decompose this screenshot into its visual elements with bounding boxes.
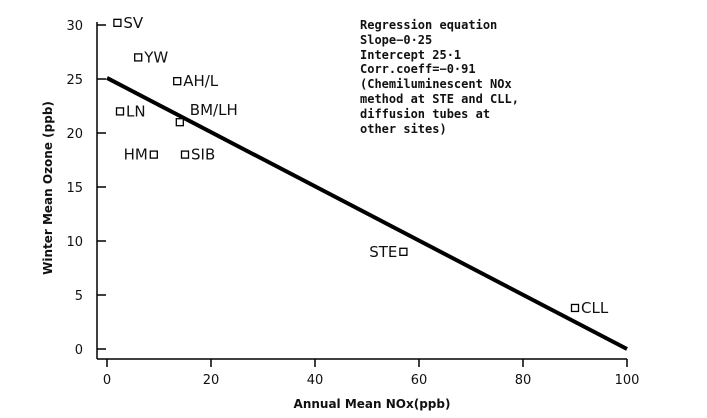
annotation-line: method at STE and CLL, — [360, 91, 519, 106]
point-label: AH/L — [183, 72, 219, 90]
regression-annotation: Regression equation Slope−0·25 Intercept… — [360, 18, 590, 136]
y-tick-label: 0 — [75, 343, 83, 358]
x-tick-label: 20 — [203, 373, 220, 388]
point-marker — [175, 118, 184, 127]
y-tick-label: 15 — [66, 181, 83, 196]
y-axis-ticks: 0 5 10 15 20 25 30 — [66, 19, 106, 358]
x-tick-label: 40 — [307, 373, 324, 388]
x-axis-ticks: 0 20 40 60 80 100 — [103, 359, 640, 388]
annotation-line: (Chemiluminescent NOx — [360, 77, 512, 92]
annotation-line: diffusion tubes at — [360, 106, 491, 121]
point-marker — [134, 53, 143, 62]
point-marker — [149, 150, 158, 159]
annotation-line: Corr.coeff=−0·91 — [360, 62, 476, 77]
chart-axes — [96, 22, 627, 360]
data-points: SV YW AH/L LN BM/LH HM SIB STE CLL — [113, 14, 609, 317]
y-tick-label: 10 — [66, 235, 83, 250]
x-tick-label: 60 — [411, 373, 428, 388]
point-label: BM/LH — [190, 101, 238, 119]
point-marker — [180, 150, 190, 159]
y-tick-label: 20 — [66, 127, 83, 142]
annotation-line: other sites) — [360, 121, 447, 136]
point-marker — [113, 18, 122, 27]
point-marker — [399, 247, 408, 256]
point-label: HM — [124, 146, 148, 164]
x-tick-label: 100 — [615, 373, 640, 388]
point-marker — [570, 303, 580, 313]
y-tick-label: 5 — [75, 289, 83, 304]
point-label: SV — [123, 14, 144, 32]
point-label: YW — [143, 48, 168, 66]
x-axis-title: Annual Mean NOx(ppb) — [294, 397, 451, 411]
point-marker — [115, 107, 125, 116]
y-tick-label: 25 — [66, 73, 83, 88]
y-tick-label: 30 — [66, 19, 83, 34]
point-label: STE — [369, 243, 397, 261]
y-axis-title: Winter Mean Ozone (ppb) — [41, 101, 55, 275]
point-marker — [173, 77, 182, 86]
annotation-line: Regression equation — [360, 18, 498, 32]
point-label: LN — [126, 102, 146, 120]
point-label: CLL — [581, 299, 609, 317]
annotation-line: Intercept 25·1 — [360, 47, 462, 62]
x-tick-label: 0 — [103, 373, 111, 388]
regression-line — [106, 76, 628, 351]
annotation-line: Slope−0·25 — [360, 32, 433, 47]
point-label: SIB — [191, 146, 215, 164]
x-tick-label: 80 — [515, 373, 532, 388]
